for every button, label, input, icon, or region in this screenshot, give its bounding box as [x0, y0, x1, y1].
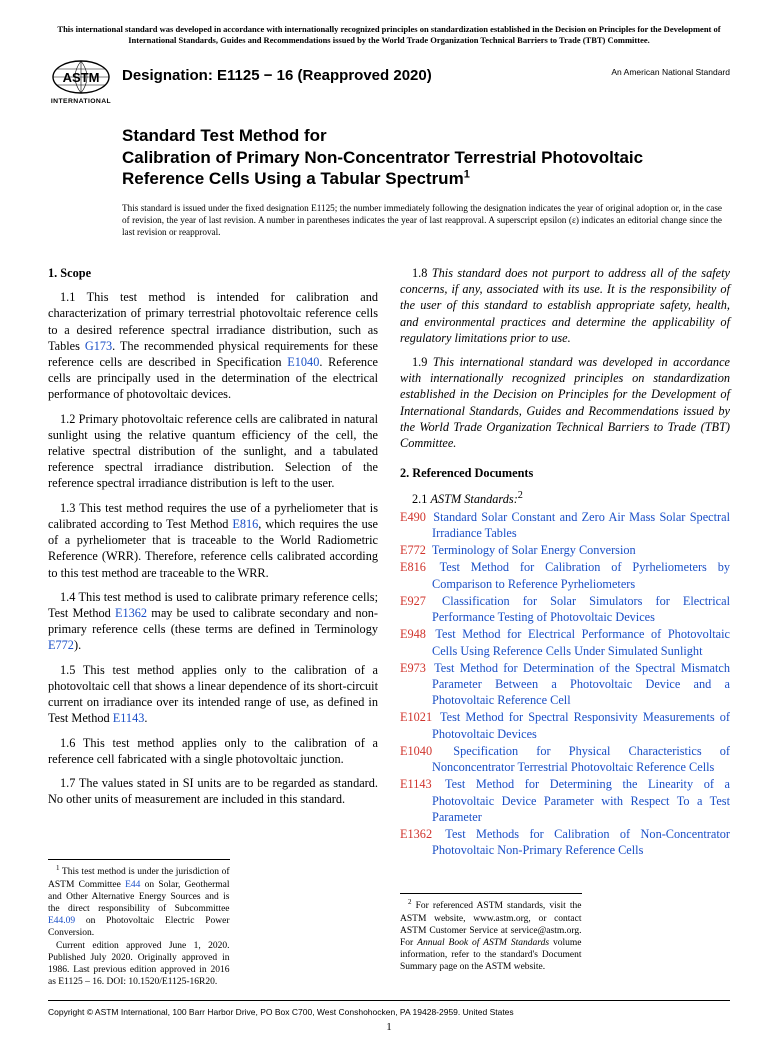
copyright-line: Copyright © ASTM International, 100 Barr… — [48, 1007, 730, 1017]
reference-title[interactable]: Terminology of Solar Energy Conversion — [432, 543, 636, 557]
left-column: 1. Scope 1.1 This test method is intende… — [48, 265, 378, 988]
link-e44-09[interactable]: E44.09 — [48, 916, 75, 926]
reference-item: E772 Terminology of Solar Energy Convers… — [400, 542, 730, 558]
reference-code[interactable]: E973 — [400, 661, 429, 675]
para-1-3: 1.3 This test method requires the use of… — [48, 500, 378, 581]
reference-title[interactable]: Test Method for Spectral Responsivity Me… — [432, 710, 730, 740]
reference-title[interactable]: Specification for Physical Characteristi… — [432, 744, 730, 774]
page-number: 1 — [48, 1021, 730, 1033]
para-1-6: 1.6 This test method applies only to the… — [48, 735, 378, 767]
document-page: This international standard was develope… — [0, 0, 778, 1057]
document-title: Standard Test Method for Calibration of … — [122, 125, 730, 189]
footnote-2-block: 2 For referenced ASTM standards, visit t… — [400, 893, 582, 973]
scope-heading: 1. Scope — [48, 265, 378, 281]
reference-title[interactable]: Test Method for Determination of the Spe… — [432, 661, 730, 707]
reference-item: E948 Test Method for Electrical Performa… — [400, 626, 730, 658]
footnote-1b: Current edition approved June 1, 2020. P… — [48, 940, 230, 989]
link-e44[interactable]: E44 — [125, 880, 140, 890]
reference-title[interactable]: Test Method for Determining the Linearit… — [432, 777, 730, 823]
national-standard-label: An American National Standard — [611, 57, 730, 77]
referenced-docs-heading: 2. Referenced Documents — [400, 465, 730, 481]
reference-item: E1143 Test Method for Determining the Li… — [400, 776, 730, 825]
reference-item: E1362 Test Methods for Calibration of No… — [400, 826, 730, 858]
link-e772[interactable]: E772 — [48, 638, 74, 652]
para-1-4: 1.4 This test method is used to calibrat… — [48, 589, 378, 654]
reference-item: E816 Test Method for Calibration of Pyrh… — [400, 559, 730, 591]
para-1-9: 1.9 This international standard was deve… — [400, 354, 730, 451]
reference-code[interactable]: E1040 — [400, 744, 435, 758]
reference-code[interactable]: E816 — [400, 560, 429, 574]
reference-title[interactable]: Classification for Solar Simulators for … — [432, 594, 730, 624]
title-line-2: Calibration of Primary Non-Concentrator … — [122, 148, 643, 188]
top-committee-note: This international standard was develope… — [48, 24, 730, 45]
reference-item: E1040 Specification for Physical Charact… — [400, 743, 730, 775]
astm-logo: ASTM INTERNATIONAL — [48, 57, 114, 105]
footnote-2: 2 For referenced ASTM standards, visit t… — [400, 898, 582, 973]
header-row: ASTM INTERNATIONAL Designation: E1125 − … — [48, 57, 730, 105]
link-e1143[interactable]: E1143 — [113, 711, 145, 725]
reference-code[interactable]: E1021 — [400, 710, 435, 724]
para-1-7: 1.7 The values stated in SI units are to… — [48, 775, 378, 807]
title-line-1: Standard Test Method for — [122, 126, 327, 145]
reference-item: E973 Test Method for Determination of th… — [400, 660, 730, 709]
para-1-2: 1.2 Primary photovoltaic reference cells… — [48, 411, 378, 492]
footnote-1: 1 This test method is under the jurisdic… — [48, 864, 230, 939]
issuance-note: This standard is issued under the fixed … — [122, 203, 730, 239]
reference-code[interactable]: E1362 — [400, 827, 435, 841]
link-e816[interactable]: E816 — [232, 517, 258, 531]
link-e1040[interactable]: E1040 — [287, 355, 319, 369]
para-1-5: 1.5 This test method applies only to the… — [48, 662, 378, 727]
reference-title[interactable]: Standard Solar Constant and Zero Air Mas… — [432, 510, 730, 540]
title-footnote-marker: 1 — [464, 168, 470, 180]
reference-item: E927 Classification for Solar Simulators… — [400, 593, 730, 625]
bottom-rule — [48, 1000, 730, 1001]
logo-label: INTERNATIONAL — [48, 98, 114, 105]
astm-logo-icon: ASTM — [51, 57, 111, 97]
ref-subheading: 2.1 ASTM Standards:2 — [400, 489, 730, 507]
svg-text:ASTM: ASTM — [63, 70, 100, 85]
right-column: 1.8 This standard does not purport to ad… — [400, 265, 730, 988]
reference-code[interactable]: E772 — [400, 543, 429, 557]
reference-code[interactable]: E490 — [400, 510, 429, 524]
reference-item: E1021 Test Method for Spectral Responsiv… — [400, 709, 730, 741]
link-e1362[interactable]: E1362 — [115, 606, 147, 620]
reference-title[interactable]: Test Method for Electrical Performance o… — [432, 627, 730, 657]
footnote-1-block: 1 This test method is under the jurisdic… — [48, 859, 230, 988]
reference-code[interactable]: E927 — [400, 594, 429, 608]
title-block: Standard Test Method for Calibration of … — [122, 125, 730, 239]
link-g173[interactable]: G173 — [85, 339, 112, 353]
designation-text: Designation: E1125 − 16 (Reapproved 2020… — [122, 57, 611, 84]
reference-title[interactable]: Test Methods for Calibration of Non-Conc… — [432, 827, 730, 857]
reference-list: E490 Standard Solar Constant and Zero Ai… — [400, 509, 730, 859]
reference-title[interactable]: Test Method for Calibration of Pyrheliom… — [432, 560, 730, 590]
reference-item: E490 Standard Solar Constant and Zero Ai… — [400, 509, 730, 541]
reference-code[interactable]: E1143 — [400, 777, 435, 791]
reference-code[interactable]: E948 — [400, 627, 429, 641]
para-1-1: 1.1 This test method is intended for cal… — [48, 289, 378, 403]
para-1-8: 1.8 This standard does not purport to ad… — [400, 265, 730, 346]
body-columns: 1. Scope 1.1 This test method is intende… — [48, 265, 730, 988]
